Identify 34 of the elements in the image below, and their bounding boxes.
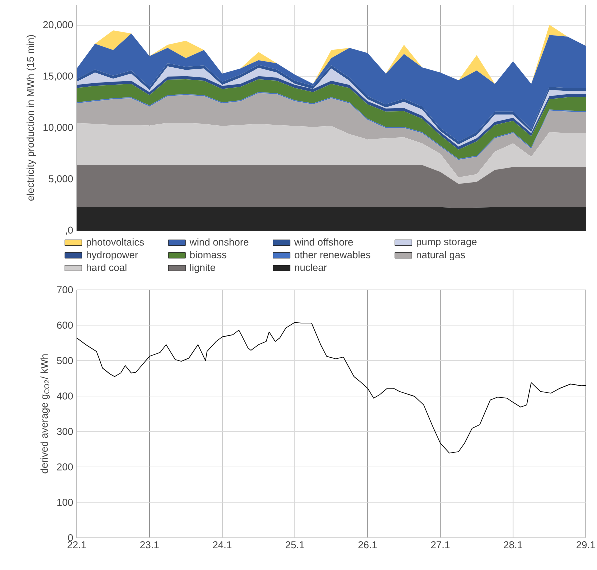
y-tick-label: 10,000	[44, 124, 74, 132]
x-tick-label: 28.1	[504, 542, 522, 549]
x-tick-label: 29.1	[576, 542, 596, 549]
y-axis-title: derived average g$_{CO2}$/ kWh	[40, 354, 50, 474]
y-tick-label: 600	[57, 322, 74, 329]
legend-label: hydropower	[87, 251, 138, 261]
y-tick-label: 700	[57, 286, 74, 294]
legend-label: photovoltaics	[86, 238, 144, 248]
legend-label: wind offshore	[294, 238, 354, 246]
y-tick-label: 0	[68, 534, 74, 542]
x-tick-label: 22.1	[68, 542, 86, 548]
y-tick-label: 15,000	[44, 72, 74, 82]
y-tick-label: 300	[57, 428, 74, 436]
x-tick-label: 26.1	[358, 542, 378, 549]
legend-label: biomass	[190, 251, 227, 259]
x-tick-label: 24.1	[213, 542, 232, 548]
legend-label: natural gas	[416, 251, 466, 261]
y-tick-label: 500	[57, 357, 74, 364]
y-axis-title: electricity production in MWh (15 min)	[26, 35, 36, 201]
y-tick-label: 200	[57, 464, 74, 471]
legend-label: other renewables	[294, 251, 371, 259]
legend-label: wind onshore	[190, 238, 249, 246]
legend-label: lignite	[190, 264, 216, 274]
y-tick-label: ,0	[66, 226, 74, 236]
y-tick-label: 5,000	[48, 176, 74, 184]
y-tick-label: 400	[57, 392, 74, 400]
y-tick-label: 100	[58, 499, 74, 506]
x-tick-label: 27.1	[431, 542, 450, 548]
x-tick-label: 25.1	[286, 542, 304, 549]
y-tick-label: 20,000	[44, 21, 74, 30]
x-tick-label: 23.1	[140, 542, 159, 549]
legend-label: nuclear	[295, 264, 328, 272]
legend-label: hard coal	[87, 264, 127, 272]
legend-label: pump storage	[416, 238, 477, 248]
